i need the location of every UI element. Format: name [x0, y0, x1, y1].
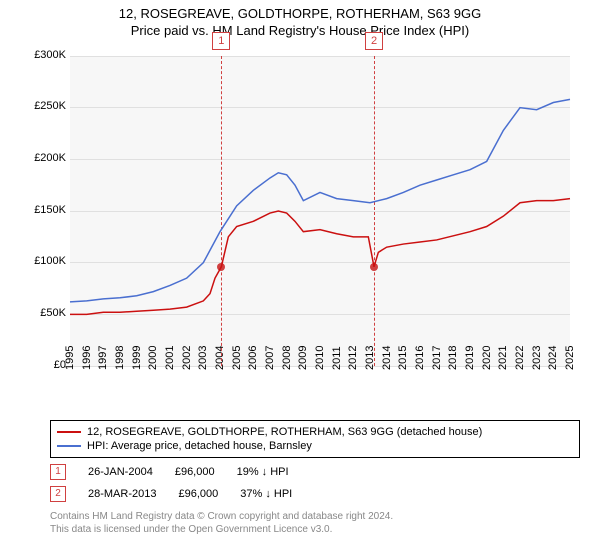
legend-label-property: 12, ROSEGREAVE, GOLDTHORPE, ROTHERHAM, S…: [87, 426, 482, 438]
title-subtitle: Price paid vs. HM Land Registry's House …: [0, 23, 600, 40]
sale-row-1: 1 26-JAN-2004 £96,000 19% ↓ HPI: [50, 464, 580, 480]
legend-item-property: 12, ROSEGREAVE, GOLDTHORPE, ROTHERHAM, S…: [57, 425, 573, 439]
legend-item-hpi: HPI: Average price, detached house, Barn…: [57, 439, 573, 453]
legend-label-hpi: HPI: Average price, detached house, Barn…: [87, 440, 312, 452]
chart-titles: 12, ROSEGREAVE, GOLDTHORPE, ROTHERHAM, S…: [0, 0, 600, 40]
series-hpi: [70, 99, 570, 302]
title-address: 12, ROSEGREAVE, GOLDTHORPE, ROTHERHAM, S…: [0, 6, 600, 23]
series-layer: [20, 46, 580, 416]
sale-marker-1: 1: [50, 464, 66, 480]
sale-price-2: £96,000: [178, 488, 218, 500]
footer: Contains HM Land Registry data © Crown c…: [50, 510, 580, 537]
footer-line1: Contains HM Land Registry data © Crown c…: [50, 510, 580, 524]
sale-delta-1: 19% ↓ HPI: [237, 466, 289, 478]
chart-area: £0£50K£100K£150K£200K£250K£300K199519961…: [20, 46, 580, 416]
sale-marker-2: 2: [50, 486, 66, 502]
series-property: [70, 198, 570, 314]
legend: 12, ROSEGREAVE, GOLDTHORPE, ROTHERHAM, S…: [50, 420, 580, 458]
footer-line2: This data is licensed under the Open Gov…: [50, 523, 580, 537]
sale-delta-2: 37% ↓ HPI: [240, 488, 292, 500]
sale-price-1: £96,000: [175, 466, 215, 478]
legend-swatch-property: [57, 431, 81, 433]
sale-date-1: 26-JAN-2004: [88, 466, 153, 478]
sale-date-2: 28-MAR-2013: [88, 488, 156, 500]
sale-row-2: 2 28-MAR-2013 £96,000 37% ↓ HPI: [50, 486, 580, 502]
legend-swatch-hpi: [57, 445, 81, 447]
